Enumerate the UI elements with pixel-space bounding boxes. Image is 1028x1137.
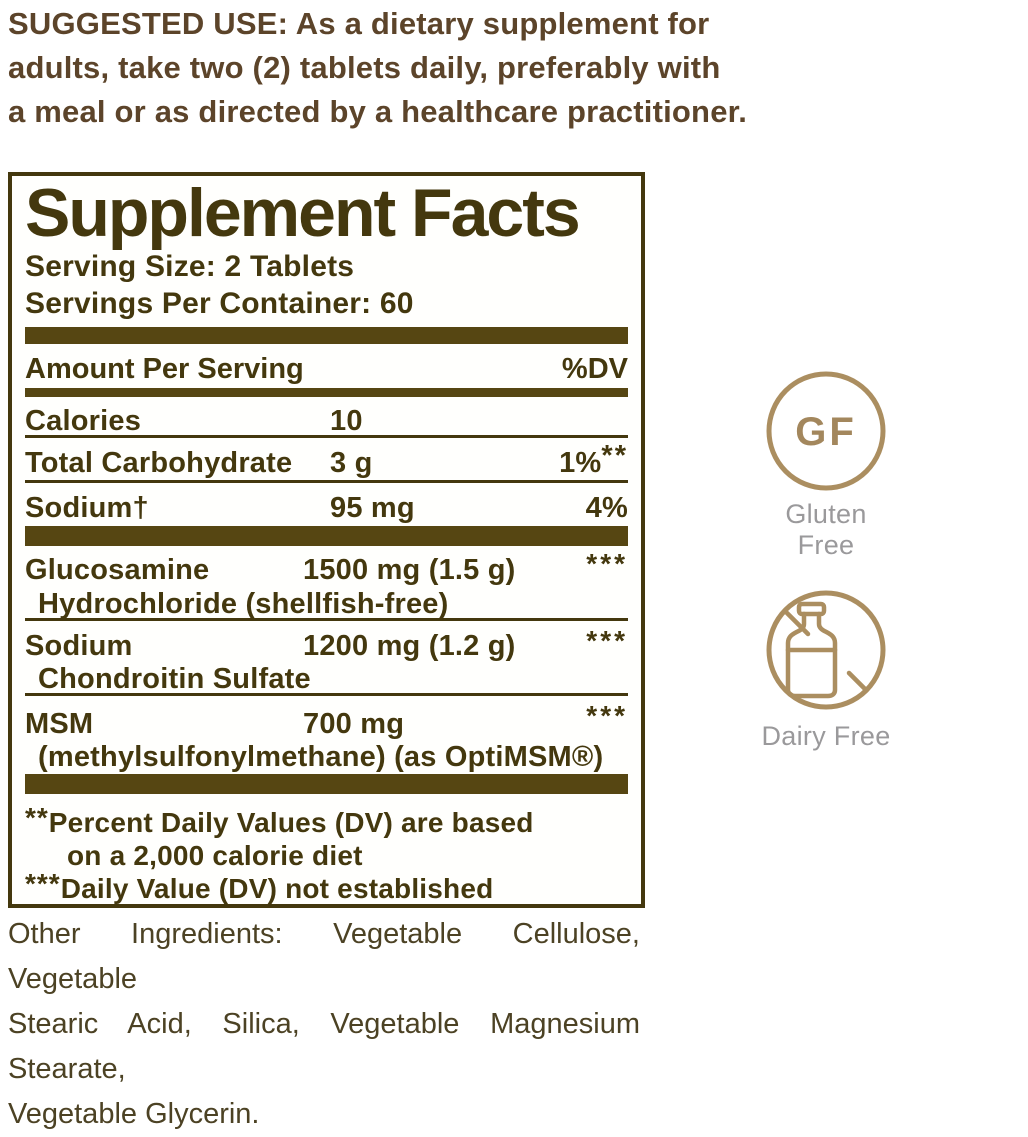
servings-per-container: Servings Per Container: 60 xyxy=(25,287,414,320)
nutrient-daily-value: 1%** xyxy=(559,440,628,479)
footnote-mark: *** xyxy=(586,625,628,656)
nutrient-name: Sodium† xyxy=(25,492,149,524)
other-ingredients-line: Other Ingredients: Vegetable Cellulose, … xyxy=(8,918,640,995)
dairy-free-label: Dairy Free xyxy=(761,721,891,751)
amount-per-serving-header: Amount Per Serving xyxy=(25,353,304,385)
footnote-line2: on a 2,000 calorie diet xyxy=(67,840,363,871)
gf-monogram: GF xyxy=(795,410,857,454)
table-header-row: Amount Per Serving %DV xyxy=(25,344,628,388)
other-ingredients-line: Vegetable Glycerin. xyxy=(8,1098,260,1130)
supplement-facts-panel: Supplement Facts Serving Size: 2 Tablets… xyxy=(8,172,645,908)
ingredient-amount: 1500 mg (1.5 g) xyxy=(303,554,516,586)
ingredient-amount: 700 mg xyxy=(303,708,405,740)
nutrient-daily-value: 4% xyxy=(585,492,628,524)
nutrient-amount: 10 xyxy=(330,405,363,437)
gluten-free-circle-icon: GF xyxy=(766,371,886,491)
table-row-glucosamine: Glucosamine 1500 mg (1.5 g) *** Hydrochl… xyxy=(25,546,628,621)
suggested-use-line: a meal or as directed by a healthcare pr… xyxy=(8,94,748,129)
footnote-mark: *** xyxy=(586,700,628,731)
suggested-use-paragraph: SUGGESTED USE: As a dietary supplement f… xyxy=(8,2,778,134)
ingredient-name: MSM xyxy=(25,708,94,740)
thick-divider xyxy=(25,327,628,344)
certification-badges: GF Gluten Free Dairy Free xyxy=(757,368,895,752)
thick-divider xyxy=(25,526,628,546)
ingredient-name: Sodium xyxy=(25,630,133,662)
table-row-calories: Calories 10 xyxy=(25,397,628,438)
serving-size: Serving Size: 2 Tablets xyxy=(25,250,355,283)
footnote-mark: ** xyxy=(601,440,628,472)
footnote-marker: ** xyxy=(25,802,49,833)
medium-divider xyxy=(25,388,628,397)
table-row-msm: MSM 700 mg *** (methylsulfonylmethane) (… xyxy=(25,696,628,774)
nutrient-amount: 3 g xyxy=(330,447,373,479)
other-ingredients-paragraph: Other Ingredients: Vegetable Cellulose, … xyxy=(8,912,640,1137)
footnote-mark: *** xyxy=(586,548,628,579)
nutrient-name: Total Carbohydrate xyxy=(25,447,293,479)
footnote-percent-dv: **Percent Daily Values (DV) are based on… xyxy=(25,794,628,872)
table-row-chondroitin: Sodium 1200 mg (1.2 g) *** Chondroitin S… xyxy=(25,621,628,696)
footnote-marker: *** xyxy=(25,868,61,899)
dairy-free-milk-bottle-icon xyxy=(766,590,886,710)
suggested-use-line: SUGGESTED USE: As a dietary supplement f… xyxy=(8,6,710,41)
ingredient-amount: 1200 mg (1.2 g) xyxy=(303,630,516,662)
supplement-facts-title: Supplement Facts xyxy=(25,175,581,251)
table-row-total-carbohydrate: Total Carbohydrate 3 g 1%** xyxy=(25,438,628,483)
ingredient-name-line2: (methylsulfonylmethane) (as OptiMSM®) xyxy=(38,741,604,773)
other-ingredients-line: Stearic Acid, Silica, Vegetable Magnesiu… xyxy=(8,1008,640,1085)
ingredient-name: Glucosamine xyxy=(25,554,210,586)
ingredient-name-line2: Chondroitin Sulfate xyxy=(38,663,311,695)
ingredient-name-line2: Hydrochloride (shellfish-free) xyxy=(38,588,449,620)
thick-divider xyxy=(25,774,628,794)
suggested-use-line: adults, take two (2) tablets daily, pref… xyxy=(8,50,721,85)
nutrient-amount: 95 mg xyxy=(330,492,415,524)
nutrient-name: Calories xyxy=(25,405,142,437)
footnote-dv-not-established: ***Daily Value (DV) not established xyxy=(25,868,494,904)
percent-dv-header: %DV xyxy=(561,353,628,385)
gluten-free-label: Gluten Free xyxy=(785,499,867,560)
table-row-sodium: Sodium† 95 mg 4% xyxy=(25,483,628,526)
